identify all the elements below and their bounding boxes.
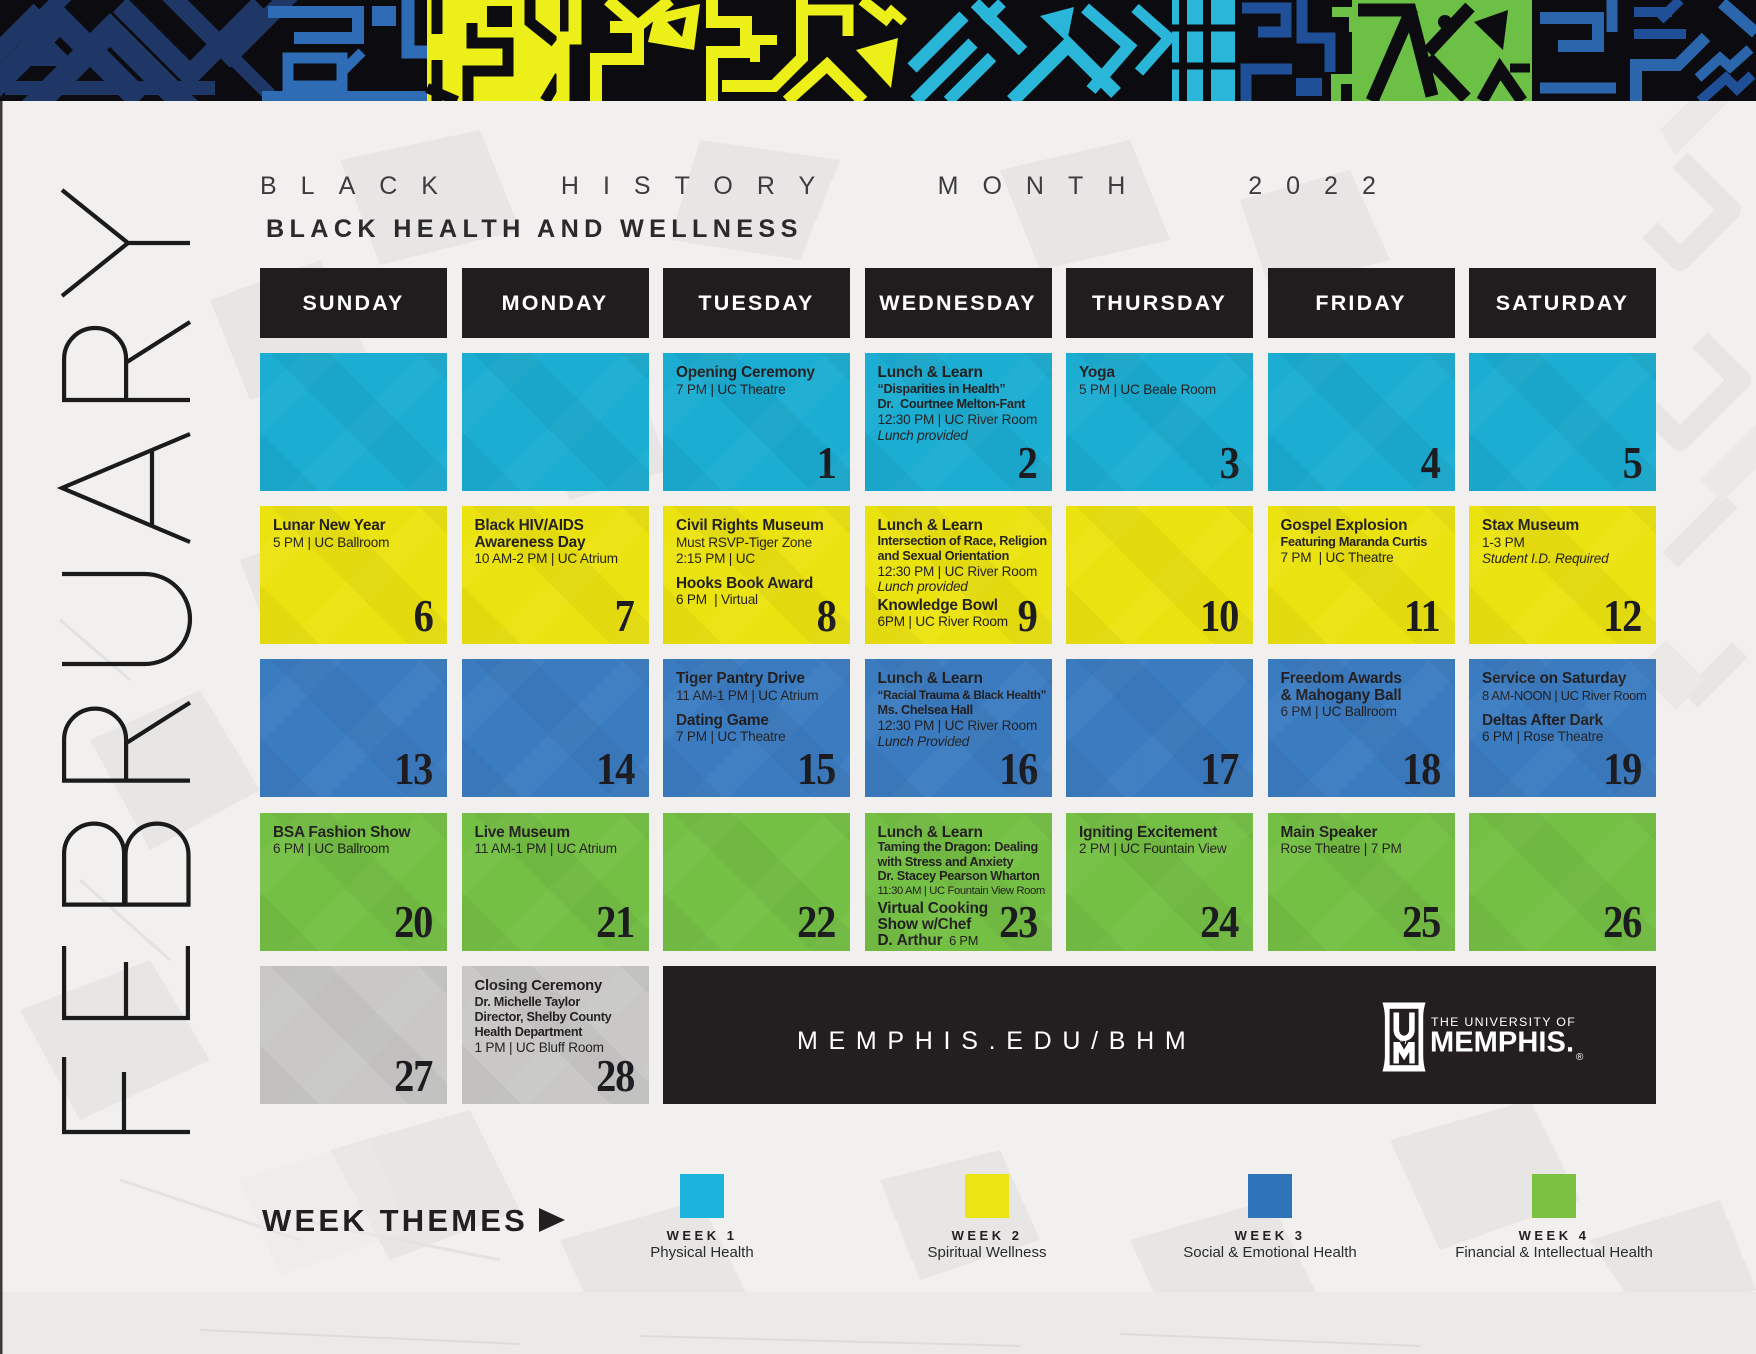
svg-text:®: ® bbox=[1576, 1052, 1584, 1063]
svg-text:MEMPHIS.: MEMPHIS. bbox=[1430, 1027, 1574, 1059]
svg-text:of: of bbox=[1399, 1033, 1409, 1044]
svg-text:THE UNIVERSITY OF: THE UNIVERSITY OF bbox=[1431, 1015, 1576, 1029]
